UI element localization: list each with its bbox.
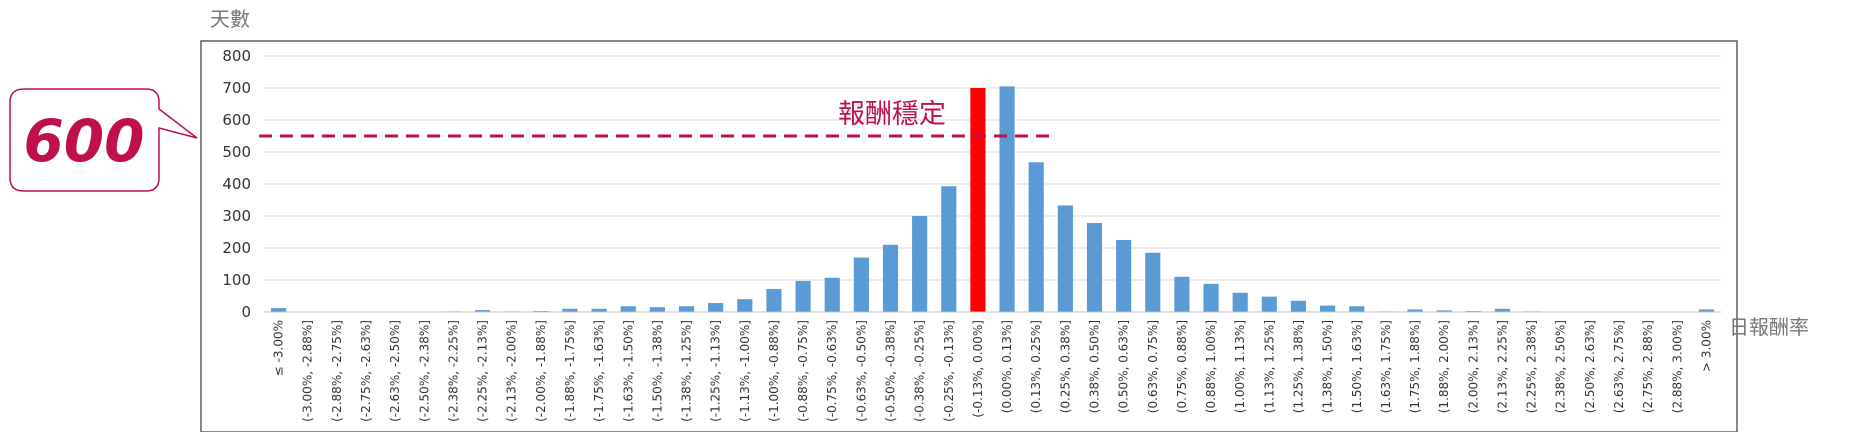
- bar: [708, 303, 723, 312]
- x-tick-label: (0.25%, 0.38%]: [1058, 320, 1072, 413]
- y-tick-label: 100: [222, 271, 251, 289]
- bar: [1116, 240, 1131, 312]
- x-tick-label: (2.88%, 3.00%]: [1670, 320, 1684, 413]
- x-tick-label: (-0.88%, -0.75%]: [796, 320, 810, 422]
- x-tick-label: (1.75%, 1.88%]: [1408, 320, 1422, 413]
- bar: [621, 306, 636, 312]
- x-tick-label: (-1.75%, -1.63%]: [592, 320, 606, 422]
- bar: [796, 281, 811, 312]
- bar: [1058, 205, 1073, 312]
- x-tick-label: (2.00%, 2.13%]: [1466, 320, 1480, 413]
- bar: [1174, 277, 1189, 312]
- x-tick-label: (-0.38%, -0.25%]: [913, 320, 927, 422]
- x-tick-label: (-3.00%, -2.88%]: [301, 320, 315, 422]
- x-tick-label: (2.50%, 2.63%]: [1583, 320, 1597, 413]
- highlighted-bar: [970, 88, 985, 312]
- x-tick-label: (-2.88%, -2.75%]: [330, 320, 344, 422]
- x-tick-label: (-2.25%, -2.13%]: [476, 320, 490, 422]
- reference-line-label: 報酬穩定: [838, 99, 946, 130]
- x-tick-label: (2.25%, 2.38%]: [1525, 320, 1539, 413]
- x-tick-label: (0.63%, 0.75%]: [1146, 320, 1160, 413]
- bar: [1203, 284, 1218, 312]
- x-tick-label: (1.88%, 2.00%]: [1437, 320, 1451, 413]
- bar: [1087, 223, 1102, 312]
- x-tick-label: (-1.63%, -1.50%]: [621, 320, 635, 422]
- x-tick-label: (-2.13%, -2.00%]: [505, 320, 519, 422]
- bar: [1029, 162, 1044, 312]
- bar: [941, 186, 956, 312]
- bar: [1320, 306, 1335, 312]
- x-tick-labels: ≤ -3.00% (-3.00%, -2.88%] (-2.88%, -2.75%]…: [272, 320, 1714, 422]
- bar: [766, 289, 781, 312]
- bar: [1262, 297, 1277, 312]
- y-tick-labels: 0 100 200 300 400 500 600 700 800: [222, 47, 251, 321]
- bar: [912, 216, 927, 312]
- grid-layer: [264, 56, 1721, 280]
- x-tick-label: (2.13%, 2.25%]: [1495, 320, 1509, 413]
- x-tick-label: (-0.50%, -0.38%]: [884, 320, 898, 422]
- x-tick-label: (-2.00%, -1.88%]: [534, 320, 548, 422]
- x-tick-label: (-2.63%, -2.50%]: [388, 320, 402, 422]
- x-tick-label: (0.88%, 1.00%]: [1204, 320, 1218, 413]
- x-tick-label: (2.75%, 2.88%]: [1641, 320, 1655, 413]
- bar: [999, 86, 1014, 312]
- x-tick-label: (-1.88%, -1.75%]: [563, 320, 577, 422]
- bar: [825, 278, 840, 312]
- x-tick-label: (2.63%, 2.75%]: [1612, 320, 1626, 413]
- y-tick-label: 600: [222, 111, 251, 129]
- x-tick-label: (-0.25%, -0.13%]: [942, 320, 956, 422]
- y-tick-label: 400: [222, 175, 251, 193]
- x-tick-label: (1.25%, 1.38%]: [1291, 320, 1305, 413]
- x-tick-label: (1.38%, 1.50%]: [1321, 320, 1335, 413]
- x-tick-label: (1.50%, 1.63%]: [1350, 320, 1364, 413]
- y-tick-label: 700: [222, 79, 251, 97]
- x-tick-label: > 3.00%: [1699, 320, 1713, 372]
- x-tick-label: (-2.38%, -2.25%]: [446, 320, 460, 422]
- x-tick-label: (-2.75%, -2.63%]: [359, 320, 373, 422]
- y-tick-label: 200: [222, 239, 251, 257]
- bar: [1233, 293, 1248, 312]
- y-tick-label: 0: [241, 303, 251, 321]
- x-axis-title: 日報酬率: [1729, 315, 1809, 339]
- bar: [854, 258, 869, 312]
- bar: [679, 306, 694, 312]
- x-tick-label: (1.63%, 1.75%]: [1379, 320, 1393, 413]
- y-tick-label: 500: [222, 143, 251, 161]
- y-tick-label: 800: [222, 47, 251, 65]
- x-tick-label: (1.13%, 1.25%]: [1262, 320, 1276, 413]
- x-tick-label: (0.13%, 0.25%]: [1029, 320, 1043, 413]
- x-tick-label: (-2.50%, -2.38%]: [417, 320, 431, 422]
- x-tick-label: ≤ -3.00%: [272, 320, 286, 376]
- bar: [1145, 253, 1160, 312]
- x-tick-label: (2.38%, 2.50%]: [1554, 320, 1568, 413]
- x-tick-label: (-1.50%, -1.38%]: [650, 320, 664, 422]
- x-tick-label: (1.00%, 1.13%]: [1233, 320, 1247, 413]
- x-tick-label: (-0.63%, -0.50%]: [854, 320, 868, 422]
- y-tick-label: 300: [222, 207, 251, 225]
- x-tick-label: (-1.25%, -1.13%]: [709, 320, 723, 422]
- x-tick-label: (-1.13%, -1.00%]: [738, 320, 752, 422]
- x-tick-label: (-0.75%, -0.63%]: [825, 320, 839, 422]
- x-tick-label: (-1.38%, -1.25%]: [680, 320, 694, 422]
- x-tick-label: (0.50%, 0.63%]: [1117, 320, 1131, 413]
- y-axis-title: 天數: [210, 7, 250, 31]
- bar: [737, 299, 752, 312]
- bar: [271, 308, 286, 312]
- x-tick-label: (-0.13%, 0.00%]: [971, 320, 985, 418]
- callout-value: 600: [23, 107, 144, 175]
- bar: [650, 307, 665, 312]
- x-tick-label: (0.00%, 0.13%]: [1000, 320, 1014, 413]
- x-tick-label: (0.38%, 0.50%]: [1087, 320, 1101, 413]
- x-tick-label: (0.75%, 0.88%]: [1175, 320, 1189, 413]
- x-tick-label: (-1.00%, -0.88%]: [767, 320, 781, 422]
- bar: [883, 245, 898, 312]
- bar: [1349, 306, 1364, 312]
- bar: [1291, 301, 1306, 312]
